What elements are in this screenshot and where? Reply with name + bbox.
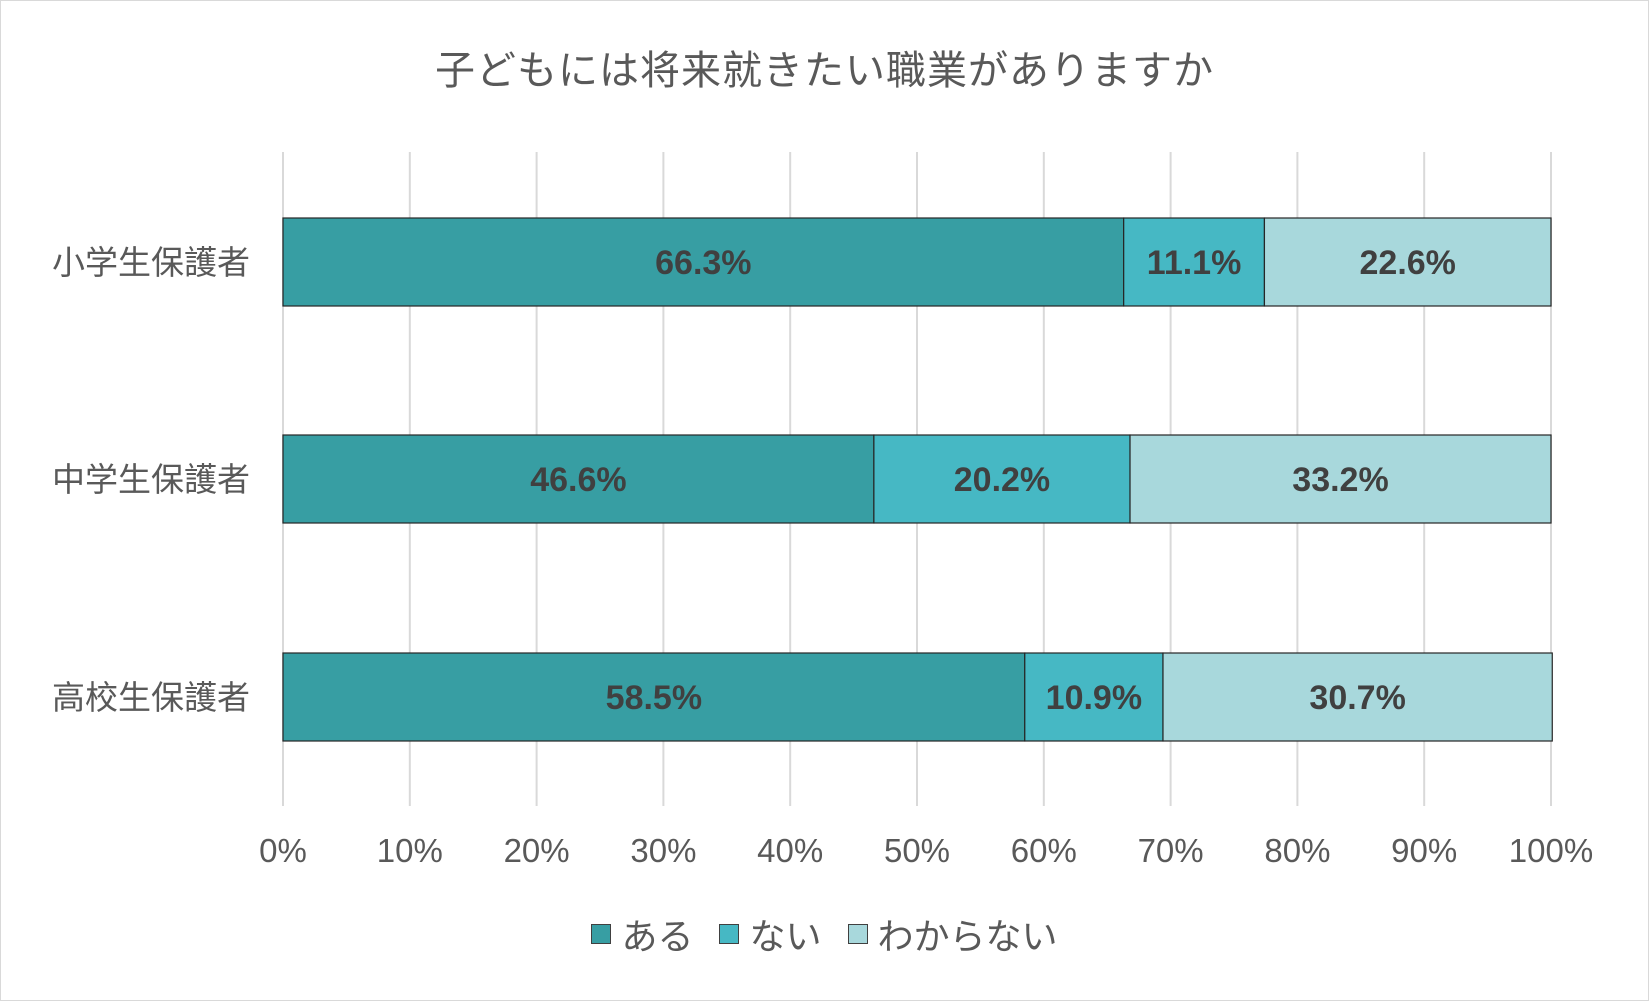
legend-label: ある — [621, 917, 694, 958]
data-label: 11.1% — [1147, 244, 1242, 282]
data-label: 58.5% — [606, 679, 702, 717]
x-tick-label: 90% — [1391, 832, 1457, 869]
legend-label: ない — [749, 917, 822, 958]
x-tick-label: 0% — [259, 832, 307, 869]
x-tick-label: 60% — [1011, 832, 1077, 869]
bar-segment — [282, 652, 1026, 742]
bar-segment — [1162, 652, 1553, 742]
data-label: 10.9% — [1046, 679, 1142, 717]
bar-segment — [1263, 217, 1552, 307]
bars — [282, 217, 1553, 742]
x-tick-label: 80% — [1264, 832, 1330, 869]
bar-segment — [1123, 217, 1266, 307]
category-label: 高校生保護者 — [52, 678, 250, 717]
category-label: 小学生保護者 — [52, 243, 250, 282]
chart-title: 子どもには将来就きたい職業がありますか — [435, 48, 1214, 94]
data-label: 20.2% — [954, 461, 1050, 499]
x-tick-label: 10% — [377, 832, 443, 869]
data-label: 30.7% — [1309, 679, 1405, 717]
category-label: 中学生保護者 — [52, 460, 250, 499]
legend-item: ない — [719, 908, 822, 960]
x-tick-label: 50% — [884, 832, 950, 869]
data-label: 66.3% — [655, 244, 751, 282]
data-label: 46.6% — [530, 461, 626, 499]
bar-segment — [873, 434, 1131, 524]
legend-swatch — [847, 924, 868, 944]
legend-label: わからない — [877, 917, 1058, 958]
x-tick-labels: 0% 10% 20% 30% 40% 50% 60% 70% 80% 90% 100% — [259, 832, 1593, 869]
legend-item: ある — [591, 908, 693, 960]
bar-segment — [282, 434, 875, 524]
x-tick-label: 30% — [630, 832, 696, 869]
legend-swatch — [719, 924, 740, 944]
legend-swatch — [591, 924, 612, 944]
x-tick-label: 40% — [757, 832, 823, 869]
bar-segment — [1129, 434, 1552, 524]
data-label: 22.6% — [1360, 244, 1456, 282]
x-tick-label: 70% — [1138, 832, 1204, 869]
bar-segment — [1024, 652, 1164, 742]
legend-item: わからない — [847, 908, 1058, 960]
x-tick-label: 20% — [504, 832, 570, 869]
data-labels: 66.3% 11.1% 22.6% 46.6% 20.2% 33.2% 58.5% 10.9%… — [530, 244, 1456, 717]
legend: ある ない わからない — [0, 908, 1649, 960]
x-tick-label: 100% — [1509, 832, 1593, 869]
data-label: 33.2% — [1292, 461, 1388, 499]
